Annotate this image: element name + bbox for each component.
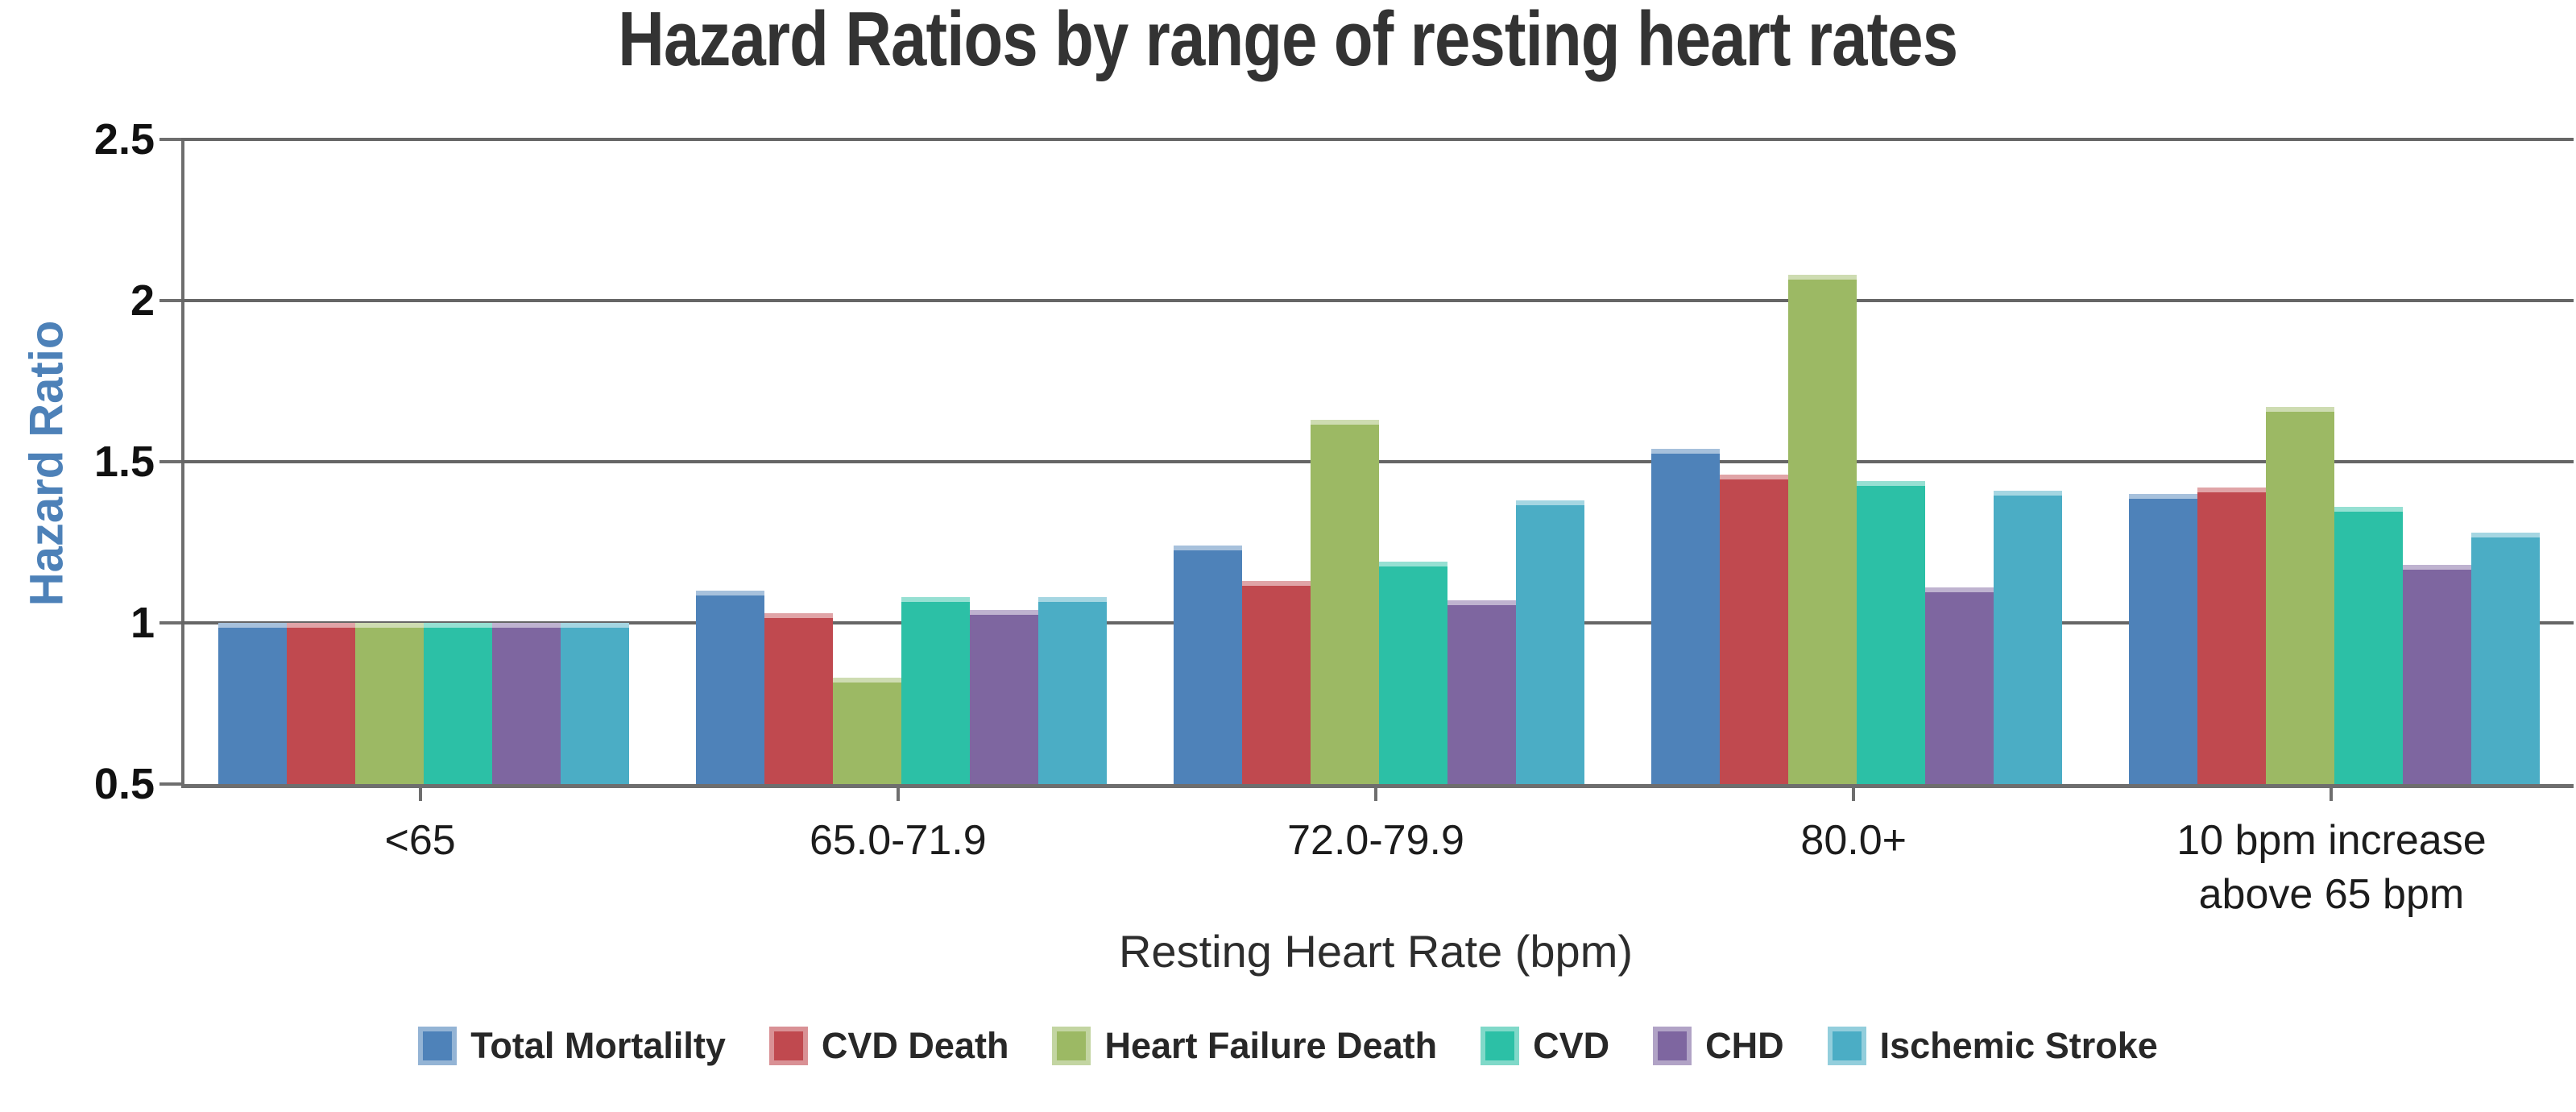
bar-total-mortalilty-3 [1651, 449, 1721, 784]
x-cell-4: 10 bpm increase above 65 bpm [2093, 788, 2570, 921]
bar-cvd-death-2 [1242, 581, 1311, 784]
x-axis-tick-row: <65 65.0-71.9 72.0-79.9 80.0+ 10 bpm increas… [181, 788, 2570, 921]
x-tick-mark-2 [1374, 788, 1377, 801]
x-tick-mark-1 [896, 788, 900, 801]
x-tick-mark-4 [2330, 788, 2334, 801]
bar-cvd-death-4 [2197, 488, 2267, 784]
bar-ischemic-stroke-3 [1994, 491, 2063, 784]
legend-label: Ischemic Stroke [1879, 1025, 2158, 1066]
chart-title: Hazard Ratios by range of resting heart … [0, 0, 2576, 84]
bar-total-mortalilty-1 [695, 591, 764, 784]
bar-groups [184, 139, 2574, 784]
y-tick-label-2.5: 2.5 [93, 115, 155, 164]
bar-total-mortalilty-0 [217, 623, 287, 784]
gridline-y-2 [163, 299, 2574, 302]
bar-group-3 [1618, 139, 2096, 784]
legend-item-ischemic-stroke: Ischemic Stroke [1827, 1025, 2158, 1067]
legend-item-chd: CHD [1653, 1025, 1784, 1067]
x-tick-label-2: 72.0-79.9 [1287, 817, 1464, 864]
y-axis-tick-labels: 0.5 1 1.5 2 2.5 [0, 115, 155, 808]
y-tick-mark-1 [159, 621, 181, 624]
y-tick-mark-0.5 [159, 782, 181, 786]
legend-label: CVD Death [821, 1025, 1009, 1066]
bar-cvd-2 [1379, 562, 1447, 784]
bar-cvd-death-1 [764, 613, 833, 784]
legend-swatch-icon [1653, 1027, 1692, 1065]
bar-cvd-death-0 [286, 623, 355, 784]
bar-total-mortalilty-4 [2129, 494, 2198, 784]
bar-group-1 [662, 139, 1140, 784]
legend-swatch-icon [1481, 1027, 1520, 1065]
bar-cvd-0 [423, 623, 492, 784]
legend-swatch-icon [1827, 1027, 1866, 1065]
bar-cvd-death-3 [1720, 475, 1789, 784]
legend-item-cvd-death: CVD Death [768, 1025, 1009, 1067]
x-tick-label-4: 10 bpm increase above 65 bpm [2176, 817, 2487, 918]
gridline-y-2.5 [163, 138, 2574, 141]
legend-label: CVD [1533, 1025, 1610, 1066]
y-tick-label-1: 1 [130, 599, 155, 647]
x-tick-label-1: 65.0-71.9 [809, 817, 987, 864]
y-tick-mark-2 [159, 299, 181, 302]
x-tick-mark-3 [1852, 788, 1856, 801]
x-tick-mark-0 [418, 788, 422, 801]
legend-swatch-icon [1052, 1027, 1091, 1065]
y-tick-mark-1.5 [159, 460, 181, 463]
plot-area [159, 138, 2574, 788]
bar-group-2 [1140, 139, 1617, 784]
legend-item-total-mortalilty: Total Mortalilty [418, 1025, 726, 1067]
bar-group-4 [2096, 139, 2574, 784]
bar-cvd-1 [901, 597, 970, 784]
y-tick-mark-2.5 [159, 138, 181, 141]
bar-ischemic-stroke-2 [1516, 500, 1584, 784]
bar-heart-failure-death-3 [1788, 275, 1857, 784]
bar-total-mortalilty-2 [1174, 546, 1242, 784]
legend-item-heart-failure-death: Heart Failure Death [1052, 1025, 1437, 1067]
legend-label: Heart Failure Death [1104, 1025, 1438, 1066]
x-cell-3: 80.0+ [1615, 788, 2093, 921]
bar-heart-failure-death-2 [1311, 420, 1379, 784]
y-tick-label-2: 2 [130, 276, 155, 325]
bar-cvd-4 [2334, 507, 2404, 784]
x-cell-2: 72.0-79.9 [1137, 788, 1614, 921]
legend-swatch-icon [418, 1027, 458, 1065]
bar-heart-failure-death-1 [832, 678, 901, 784]
x-cell-1: 65.0-71.9 [659, 788, 1137, 921]
legend-label: CHD [1705, 1025, 1784, 1066]
legend: Total Mortalilty CVD Death Heart Failure D… [0, 1025, 2576, 1067]
bar-chd-4 [2403, 565, 2472, 784]
bar-cvd-3 [1857, 481, 1926, 784]
bar-chd-2 [1447, 600, 1516, 784]
bar-heart-failure-death-4 [2266, 407, 2335, 784]
x-cell-0: <65 [181, 788, 659, 921]
bar-heart-failure-death-0 [354, 623, 424, 784]
bar-ischemic-stroke-1 [1037, 597, 1107, 784]
x-tick-label-3: 80.0+ [1800, 817, 1907, 864]
chart-title-text: Hazard Ratios by range of resting heart … [618, 0, 1959, 82]
bar-ischemic-stroke-0 [560, 623, 629, 784]
legend-label: Total Mortalilty [470, 1025, 726, 1066]
bar-chd-1 [969, 610, 1038, 784]
bar-group-0 [184, 139, 662, 784]
y-tick-label-0.5: 0.5 [93, 760, 155, 808]
x-tick-label-0: <65 [384, 817, 456, 864]
bar-chd-3 [1925, 587, 1994, 784]
legend-swatch-icon [768, 1027, 808, 1065]
bar-chd-0 [491, 623, 561, 784]
legend-item-cvd: CVD [1481, 1025, 1609, 1067]
y-tick-label-1.5: 1.5 [93, 438, 155, 486]
x-axis-title: Resting Heart Rate (bpm) [1118, 926, 1633, 977]
bar-ischemic-stroke-4 [2471, 533, 2541, 784]
